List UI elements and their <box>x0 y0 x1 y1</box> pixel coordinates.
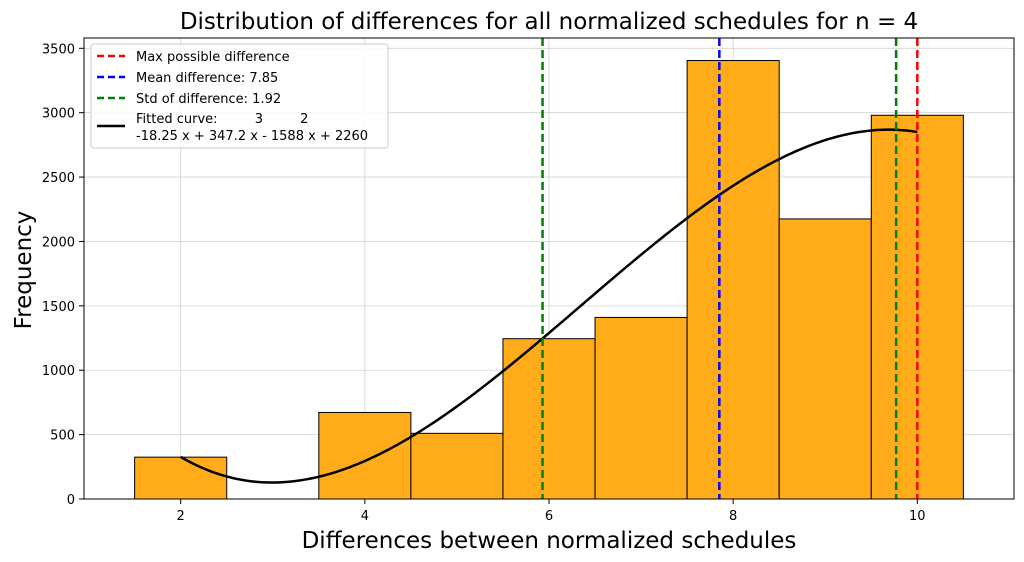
y-axis-ticks: 0 500 1000 1500 2000 2500 3000 3500 <box>42 42 84 508</box>
histogram-bar <box>410 432 504 500</box>
y-tick-label: 1000 <box>42 364 75 379</box>
y-axis-label: Frequency <box>11 211 37 330</box>
legend-label-mean: Mean difference: 7.85 <box>136 71 278 86</box>
y-tick-label: 2000 <box>42 235 75 250</box>
chart-title: Distribution of differences for all norm… <box>180 9 918 35</box>
y-tick-label: 0 <box>67 493 75 508</box>
histogram-bar <box>318 411 412 500</box>
legend-box <box>90 43 389 149</box>
x-tick-label: 8 <box>729 509 737 524</box>
histogram-bar <box>594 316 688 500</box>
histogram-bar <box>502 338 596 500</box>
legend-label-std: Std of difference: 1.92 <box>136 92 281 107</box>
fitted-curve <box>180 128 918 484</box>
histogram-bar <box>778 218 872 500</box>
legend-label-fitted-line1: Fitted curve: 3 2 <box>136 112 308 127</box>
x-tick-label: 6 <box>545 509 553 524</box>
y-tick-label: 1500 <box>42 300 75 315</box>
legend-label-max: Max possible difference <box>136 50 290 65</box>
x-tick-label: 10 <box>909 509 926 524</box>
histogram-bars <box>134 60 964 500</box>
y-tick-label: 3500 <box>42 42 75 57</box>
y-tick-label: 3000 <box>42 107 75 122</box>
y-tick-label: 2500 <box>42 171 75 186</box>
y-tick-label: 500 <box>50 429 75 444</box>
legend-label-fitted-line2: -18.25 x + 347.2 x - 1588 x + 2260 <box>136 129 368 144</box>
x-tick-label: 2 <box>177 509 185 524</box>
x-tick-label: 4 <box>361 509 369 524</box>
x-axis-ticks: 2 4 6 8 10 <box>177 499 926 524</box>
legend: Max possible difference Mean difference:… <box>90 43 389 149</box>
histogram-bar <box>134 456 228 500</box>
reference-lines <box>541 38 919 499</box>
histogram-bar <box>686 60 780 500</box>
fitted-curve-layer <box>180 128 918 484</box>
x-axis-label: Differences between normalized schedules <box>302 528 797 554</box>
